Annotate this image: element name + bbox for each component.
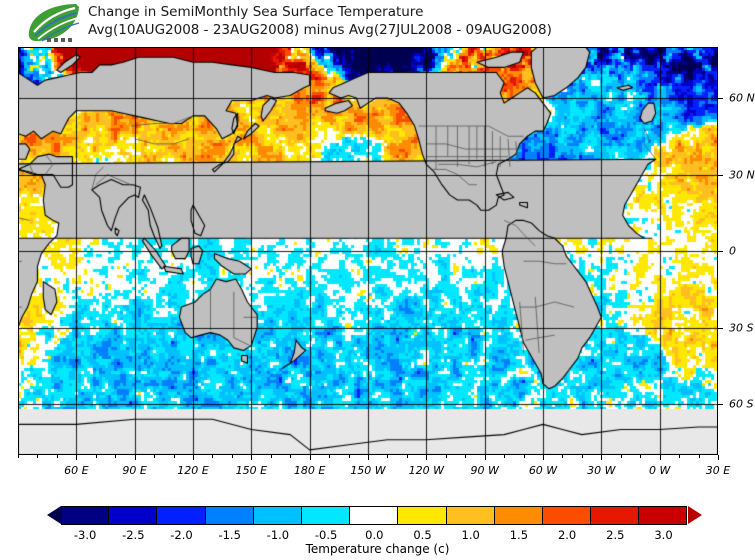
colorbar-tick-12: 3.0 — [654, 528, 673, 542]
colorbar-tick-11: 2.5 — [606, 528, 625, 542]
y-tickmark — [718, 251, 723, 252]
colorbar: -3.0 -2.5 -2.0 -1.5 -1.0 -0.5 0.0 0.5 1.0 1.5 2.0 2… — [0, 500, 755, 560]
y-tickmark — [718, 98, 723, 99]
y-tickmark — [718, 174, 723, 176]
y-tickmark — [718, 327, 723, 329]
map-plot-area — [18, 47, 718, 455]
colorbar-swatch-9 — [494, 506, 543, 525]
x-axis-label-7: 90 W — [470, 464, 499, 477]
x-minor-tickmark — [426, 455, 428, 458]
colorbar-swatch-5 — [301, 506, 351, 525]
x-minor-tickmark — [212, 455, 214, 458]
colorbar-swatch-12 — [639, 506, 688, 525]
x-minor-tickmark — [115, 455, 117, 458]
x-minor-tickmark — [290, 455, 292, 458]
y-axis-label-3: 30 S — [729, 321, 754, 334]
y-axis-label-4: 60 S — [729, 397, 754, 411]
y-axis-label-2: 0 — [729, 244, 736, 258]
y-tickmark — [718, 404, 723, 405]
colorbar-caption: Temperature change (c) — [305, 542, 450, 556]
x-minor-tickmark — [659, 455, 661, 458]
x-axis-label-5: 150 W — [350, 464, 386, 477]
x-axis-label-4: 180 E — [293, 464, 326, 477]
x-minor-tickmark — [640, 455, 642, 458]
colorbar-tick-6: 0.0 — [365, 528, 384, 542]
y-axis-label-0: 60 N — [729, 91, 755, 105]
x-minor-tickmark — [465, 455, 467, 458]
x-minor-tickmark — [601, 455, 603, 458]
leaf-logo — [26, 2, 82, 44]
x-minor-tickmark — [718, 455, 719, 458]
x-minor-tickmark — [620, 455, 622, 458]
x-axis-label-9: 30 W — [587, 464, 616, 477]
colorbar-under-arrow — [47, 506, 61, 524]
colorbar-tick-7: 0.5 — [413, 528, 432, 542]
x-minor-tickmark — [56, 455, 58, 458]
x-axis-label-3: 150 E — [235, 464, 268, 477]
colorbar-swatch-11 — [591, 506, 640, 525]
sst-anomaly-map — [18, 47, 718, 455]
x-axis-label-2: 120 E — [177, 464, 209, 477]
colorbar-tick-8: 1.0 — [461, 528, 480, 542]
x-axis-label-10: 0 W — [648, 464, 671, 477]
colorbar-tick-5: -0.5 — [314, 528, 338, 542]
x-axis-label-11: 30 E — [705, 464, 731, 477]
x-minor-tickmark — [193, 455, 194, 458]
x-minor-tickmark — [504, 455, 506, 458]
colorbar-over-arrow — [687, 506, 702, 524]
x-minor-tickmark — [523, 455, 525, 458]
x-minor-tickmark — [543, 455, 544, 458]
x-minor-tickmark — [173, 455, 175, 458]
x-minor-tickmark — [95, 455, 97, 458]
x-minor-tickmark — [154, 455, 156, 458]
y-axis-label-1: 30 N — [729, 168, 755, 181]
colorbar-tick-9: 1.5 — [509, 528, 529, 542]
colorbar-swatch-3 — [205, 506, 254, 525]
colorbar-swatch-2 — [157, 506, 206, 525]
colorbar-tick-3: -1.5 — [218, 528, 241, 542]
colorbar-tick-10: 2.0 — [557, 528, 577, 542]
colorbar-tick-4: -1.0 — [266, 528, 290, 542]
x-minor-tickmark — [368, 455, 369, 458]
x-minor-tickmark — [406, 455, 408, 458]
colorbar-swatch-8 — [446, 506, 495, 525]
colorbar-tick-1: -2.5 — [122, 528, 145, 542]
colorbar-swatch-0 — [61, 506, 110, 525]
colorbar-swatch-10 — [542, 506, 592, 525]
x-minor-tickmark — [387, 455, 389, 458]
colorbar-tick-2: -2.0 — [170, 528, 193, 542]
x-minor-tickmark — [348, 455, 350, 458]
x-minor-tickmark — [76, 455, 78, 458]
x-axis-label-6: 120 W — [408, 464, 445, 477]
x-minor-tickmark — [445, 455, 447, 458]
x-axis-label-0: 60 E — [64, 464, 89, 477]
colorbar-tick-0: -3.0 — [73, 528, 97, 542]
x-axis-label-8: 60 W — [528, 464, 558, 477]
x-minor-tickmark — [18, 455, 19, 458]
x-minor-tickmark — [134, 455, 136, 458]
x-minor-tickmark — [329, 455, 331, 458]
x-minor-tickmark — [37, 455, 39, 458]
colorbar-swatch-7 — [398, 506, 447, 525]
x-minor-tickmark — [309, 455, 311, 458]
x-minor-tickmark — [484, 455, 486, 458]
x-axis-label-1: 90 E — [122, 464, 147, 477]
x-minor-tickmark — [231, 455, 233, 458]
x-minor-tickmark — [562, 455, 564, 458]
x-minor-tickmark — [581, 455, 583, 458]
colorbar-swatch-1 — [109, 506, 158, 525]
figure-title: Change in SemiMonthly Sea Surface Temper… — [88, 4, 708, 39]
x-minor-tickmark — [698, 455, 700, 458]
colorbar-swatch-6 — [350, 506, 399, 525]
x-minor-tickmark — [270, 455, 272, 458]
title-line-1: Change in SemiMonthly Sea Surface Temper… — [88, 4, 424, 20]
x-minor-tickmark — [679, 455, 681, 458]
colorbar-swatches — [61, 506, 688, 525]
title-line-2: Avg(10AUG2008 - 23AUG2008) minus Avg(27J… — [88, 21, 552, 38]
colorbar-swatch-4 — [253, 506, 302, 525]
x-minor-tickmark — [251, 455, 253, 458]
